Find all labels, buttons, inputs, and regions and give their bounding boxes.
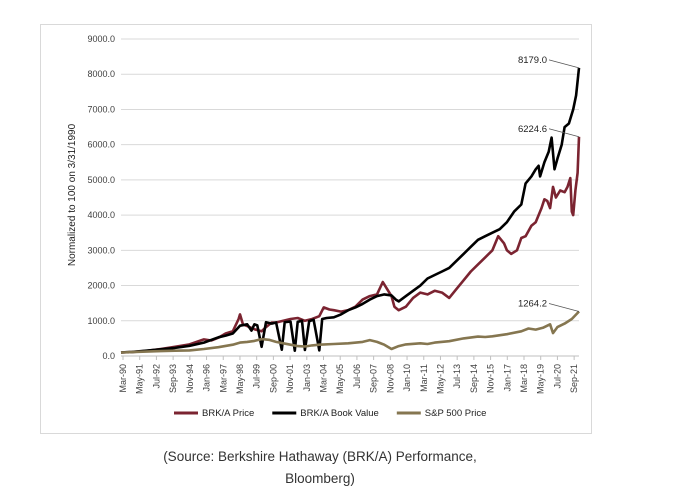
x-tick-label: Jul-06	[352, 364, 362, 389]
x-tick-label: Jul-20	[552, 364, 562, 389]
series-line-brk-a-book-value	[120, 67, 581, 354]
x-tick-label: Sep-00	[268, 364, 278, 393]
end-value-annotations: 8179.0 6224.6 1264.2	[518, 55, 580, 312]
annotation-leader	[548, 59, 580, 69]
x-tick-label: May-19	[536, 364, 546, 394]
x-tick-label: Sep-14	[469, 364, 479, 393]
x-tick-label: Jul-92	[151, 364, 161, 389]
x-tick-label: Jul-99	[252, 364, 262, 389]
x-tick-label: Mar-11	[419, 364, 429, 392]
x-tick-label: Sep-07	[369, 364, 379, 393]
x-tick-label: Nov-15	[486, 364, 496, 393]
y-tick-label: 7000.0	[87, 104, 115, 114]
annotation-leader	[548, 128, 580, 138]
x-tick-label: Nov-08	[385, 364, 395, 393]
line-chart: 0.0 1000.0 2000.0 3000.0 4000.0 5000.0 6000.0 7…	[67, 34, 581, 419]
y-tick-label: 2000.0	[87, 281, 115, 291]
y-tick-label: 9000.0	[87, 34, 115, 44]
y-tick-label: 1000.0	[87, 316, 115, 326]
legend: BRK/A Price BRK/A Book Value S&P 500 Price	[174, 408, 486, 419]
caption-line-1: (Source: Berkshire Hathaway (BRK/A) Perf…	[163, 449, 477, 464]
series-line-brk-a-price	[120, 136, 581, 354]
x-tick-label: May-05	[335, 364, 345, 394]
y-tick-label: 4000.0	[87, 210, 115, 220]
x-tick-label: Jan-03	[302, 364, 312, 392]
x-tick-label: Nov-01	[285, 364, 295, 393]
x-tick-label: May-12	[435, 364, 445, 394]
x-tick-label: Jul-13	[452, 364, 462, 389]
y-tick-label: 5000.0	[87, 175, 115, 185]
gridlines	[121, 38, 579, 322]
caption-line-2: Bloomberg)	[285, 471, 355, 486]
x-tick-label: Sep-21	[569, 364, 579, 393]
axes: 0.0 1000.0 2000.0 3000.0 4000.0 5000.0 6000.0 7…	[87, 34, 579, 394]
x-tick-label: Mar-04	[319, 364, 329, 393]
annotation-label: 8179.0	[518, 55, 547, 66]
legend-label: BRK/A Book Value	[300, 408, 379, 419]
chart-frame: 0.0 1000.0 2000.0 3000.0 4000.0 5000.0 6000.0 7…	[40, 24, 592, 434]
x-tick-label: Nov-94	[185, 364, 195, 393]
annotation-label: 1264.2	[518, 298, 547, 309]
x-tick-label: Mar-18	[519, 364, 529, 393]
legend-label: BRK/A Price	[202, 408, 254, 419]
source-caption: (Source: Berkshire Hathaway (BRK/A) Perf…	[0, 446, 640, 490]
x-tick-label: May-98	[235, 364, 245, 394]
legend-label: S&P 500 Price	[425, 408, 487, 419]
series-line-s-p-500-price	[120, 310, 580, 354]
x-tick-label: Jan-96	[202, 364, 212, 392]
series-lines	[120, 67, 581, 354]
x-tick-label: Mar-90	[118, 364, 128, 393]
x-tick-label: Jan-17	[502, 364, 512, 392]
annotation-leader	[548, 303, 580, 312]
y-tick-label: 8000.0	[87, 69, 115, 79]
x-tick-label: Mar-97	[218, 364, 228, 393]
x-tick-label: May-91	[135, 364, 145, 394]
y-axis-title: Normalized to 100 on 3/31/1990	[67, 123, 78, 266]
annotation-label: 6224.6	[518, 124, 547, 135]
y-tick-label: 6000.0	[87, 140, 115, 150]
x-tick-label: Sep-93	[168, 364, 178, 393]
y-tick-label: 0.0	[102, 351, 115, 361]
x-tick-label: Jan-10	[402, 364, 412, 392]
y-tick-label: 3000.0	[87, 245, 115, 255]
